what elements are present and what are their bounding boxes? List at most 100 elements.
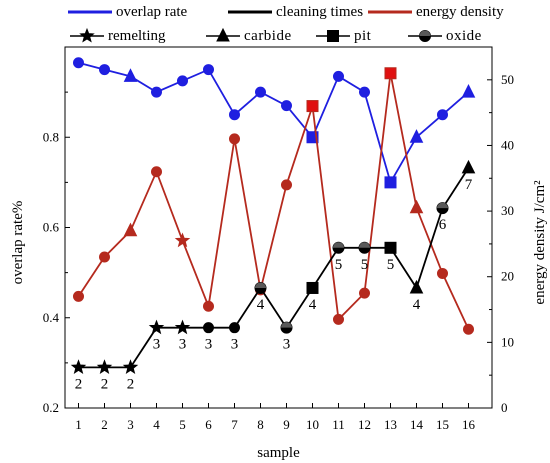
x-tick-label-16: 16 (462, 417, 476, 432)
point-cleaning-times-16 (461, 159, 476, 174)
legend: overlap rate cleaning times energy density… (68, 4, 504, 44)
count-label-15: 6 (439, 217, 447, 233)
y-right-tick-label-30: 30 (501, 203, 514, 218)
point-cleaning-times-11 (332, 241, 345, 254)
point-cleaning-times-11-body (332, 241, 345, 254)
count-label-10: 4 (309, 297, 317, 313)
y-right-tick-label-50: 50 (501, 72, 514, 87)
x-tick-label-11: 11 (332, 417, 345, 432)
point-cleaning-times-7 (229, 322, 240, 334)
point-cleaning-times-5 (174, 319, 191, 335)
x-axis-title: sample (257, 445, 300, 461)
x-tick-label-13: 13 (384, 417, 397, 432)
series-line-energy-density (77, 73, 470, 330)
point-cleaning-times-6 (203, 322, 214, 334)
y-right-tick-label-40: 40 (501, 137, 514, 152)
count-label-8: 4 (257, 297, 265, 313)
point-energy-density-12 (359, 287, 370, 299)
point-overlap-rate-5 (177, 75, 188, 87)
count-label-2: 2 (101, 376, 109, 392)
plot-frame-layer: 1 2 3 4 5 6 7 8 9 10 11 12 13 14 15 160.20.40.60.801020… (43, 46, 514, 432)
legend-label-oxide: oxide (446, 28, 482, 44)
point-overlap-rate-14 (409, 129, 424, 143)
legend-marker-oxide-body (419, 30, 431, 42)
point-energy-density-13 (384, 67, 397, 80)
point-energy-density-15 (437, 267, 448, 279)
point-overlap-rate-9 (281, 100, 292, 112)
point-cleaning-times-15 (436, 202, 449, 215)
point-cleaning-times-3 (122, 359, 139, 374)
count-label-7: 3 (231, 337, 239, 353)
count-label-1: 2 (75, 376, 83, 392)
point-cleaning-times-8-highlight (255, 282, 266, 288)
y-left-tick-label-0.2: 0.2 (43, 400, 59, 415)
point-energy-density-2 (99, 251, 110, 263)
y-left-tick-label-0.8: 0.8 (43, 129, 59, 144)
point-overlap-rate-7 (229, 109, 240, 121)
x-tick-label-2: 2 (101, 417, 108, 432)
point-cleaning-times-13 (384, 241, 397, 254)
point-energy-density-11 (333, 313, 344, 325)
legend-marker-pit (327, 30, 339, 42)
point-cleaning-times-15-highlight (437, 202, 448, 209)
point-cleaning-times-12 (358, 241, 371, 254)
point-energy-density-9 (281, 179, 292, 191)
x-tick-label-10: 10 (306, 417, 319, 432)
count-label-11: 5 (335, 257, 343, 273)
y-right-tick-label-10: 10 (501, 334, 514, 349)
y-right-tick-label-20: 20 (501, 269, 514, 284)
legend-label-overlap-rate: overlap rate (116, 4, 188, 20)
point-cleaning-times-1 (70, 359, 87, 374)
point-cleaning-times-14 (409, 279, 424, 294)
point-cleaning-times-12-body (358, 241, 371, 254)
point-cleaning-times-4 (148, 319, 165, 335)
point-energy-density-4 (151, 166, 162, 178)
point-overlap-rate-11 (333, 70, 344, 82)
count-label-6: 3 (205, 337, 213, 353)
legend-label-carbide: carbide (244, 28, 292, 44)
data-label-layer: 2 2 2 3 3 3 3 4 3 4 5 5 5 4 6 7 (75, 177, 473, 392)
point-cleaning-times-9-highlight (281, 322, 292, 328)
legend-label-cleaning-times: cleaning times (276, 4, 363, 20)
x-tick-label-4: 4 (153, 417, 160, 432)
point-energy-density-10 (306, 100, 319, 113)
y-left-tick-label-0.6: 0.6 (43, 220, 60, 235)
x-tick-label-5: 5 (179, 417, 186, 432)
point-energy-density-6 (203, 300, 214, 312)
point-overlap-rate-3 (123, 68, 138, 82)
point-energy-density-16 (463, 323, 474, 335)
point-overlap-rate-12 (359, 86, 370, 98)
x-tick-label-7: 7 (231, 417, 238, 432)
point-overlap-rate-2 (99, 64, 110, 76)
point-cleaning-times-9 (280, 321, 293, 334)
legend-marker-oxide (419, 30, 431, 42)
point-cleaning-times-2 (96, 359, 113, 374)
point-overlap-rate-15 (437, 109, 448, 121)
point-cleaning-times-11-highlight (333, 242, 344, 248)
x-tick-label-6: 6 (205, 417, 212, 432)
point-cleaning-times-15-body (436, 202, 449, 215)
legend-marker-remelting (79, 27, 95, 43)
legend-label-pit: pit (354, 28, 372, 44)
point-overlap-rate-16 (461, 84, 476, 98)
series-layer (70, 57, 476, 374)
count-label-3: 2 (127, 376, 135, 392)
point-cleaning-times-9-body (280, 321, 293, 334)
point-energy-density-14 (409, 199, 424, 214)
x-tick-label-14: 14 (410, 417, 424, 432)
count-label-13: 5 (387, 257, 395, 273)
count-label-16: 7 (465, 177, 473, 193)
point-overlap-rate-6 (203, 64, 214, 76)
x-tick-label-12: 12 (358, 417, 371, 432)
x-tick-label-8: 8 (257, 417, 264, 432)
point-cleaning-times-8-body (254, 281, 267, 294)
y-axis-right-title: energy density J/cm² (532, 180, 548, 305)
count-label-14: 4 (413, 297, 421, 313)
legend-label-energy-density: energy density (416, 4, 504, 20)
x-tick-label-3: 3 (127, 417, 134, 432)
y-axis-left-title: overlap rate% (10, 201, 26, 285)
x-tick-label-1: 1 (75, 417, 82, 432)
point-energy-density-3 (123, 222, 138, 237)
point-overlap-rate-13 (384, 176, 397, 189)
